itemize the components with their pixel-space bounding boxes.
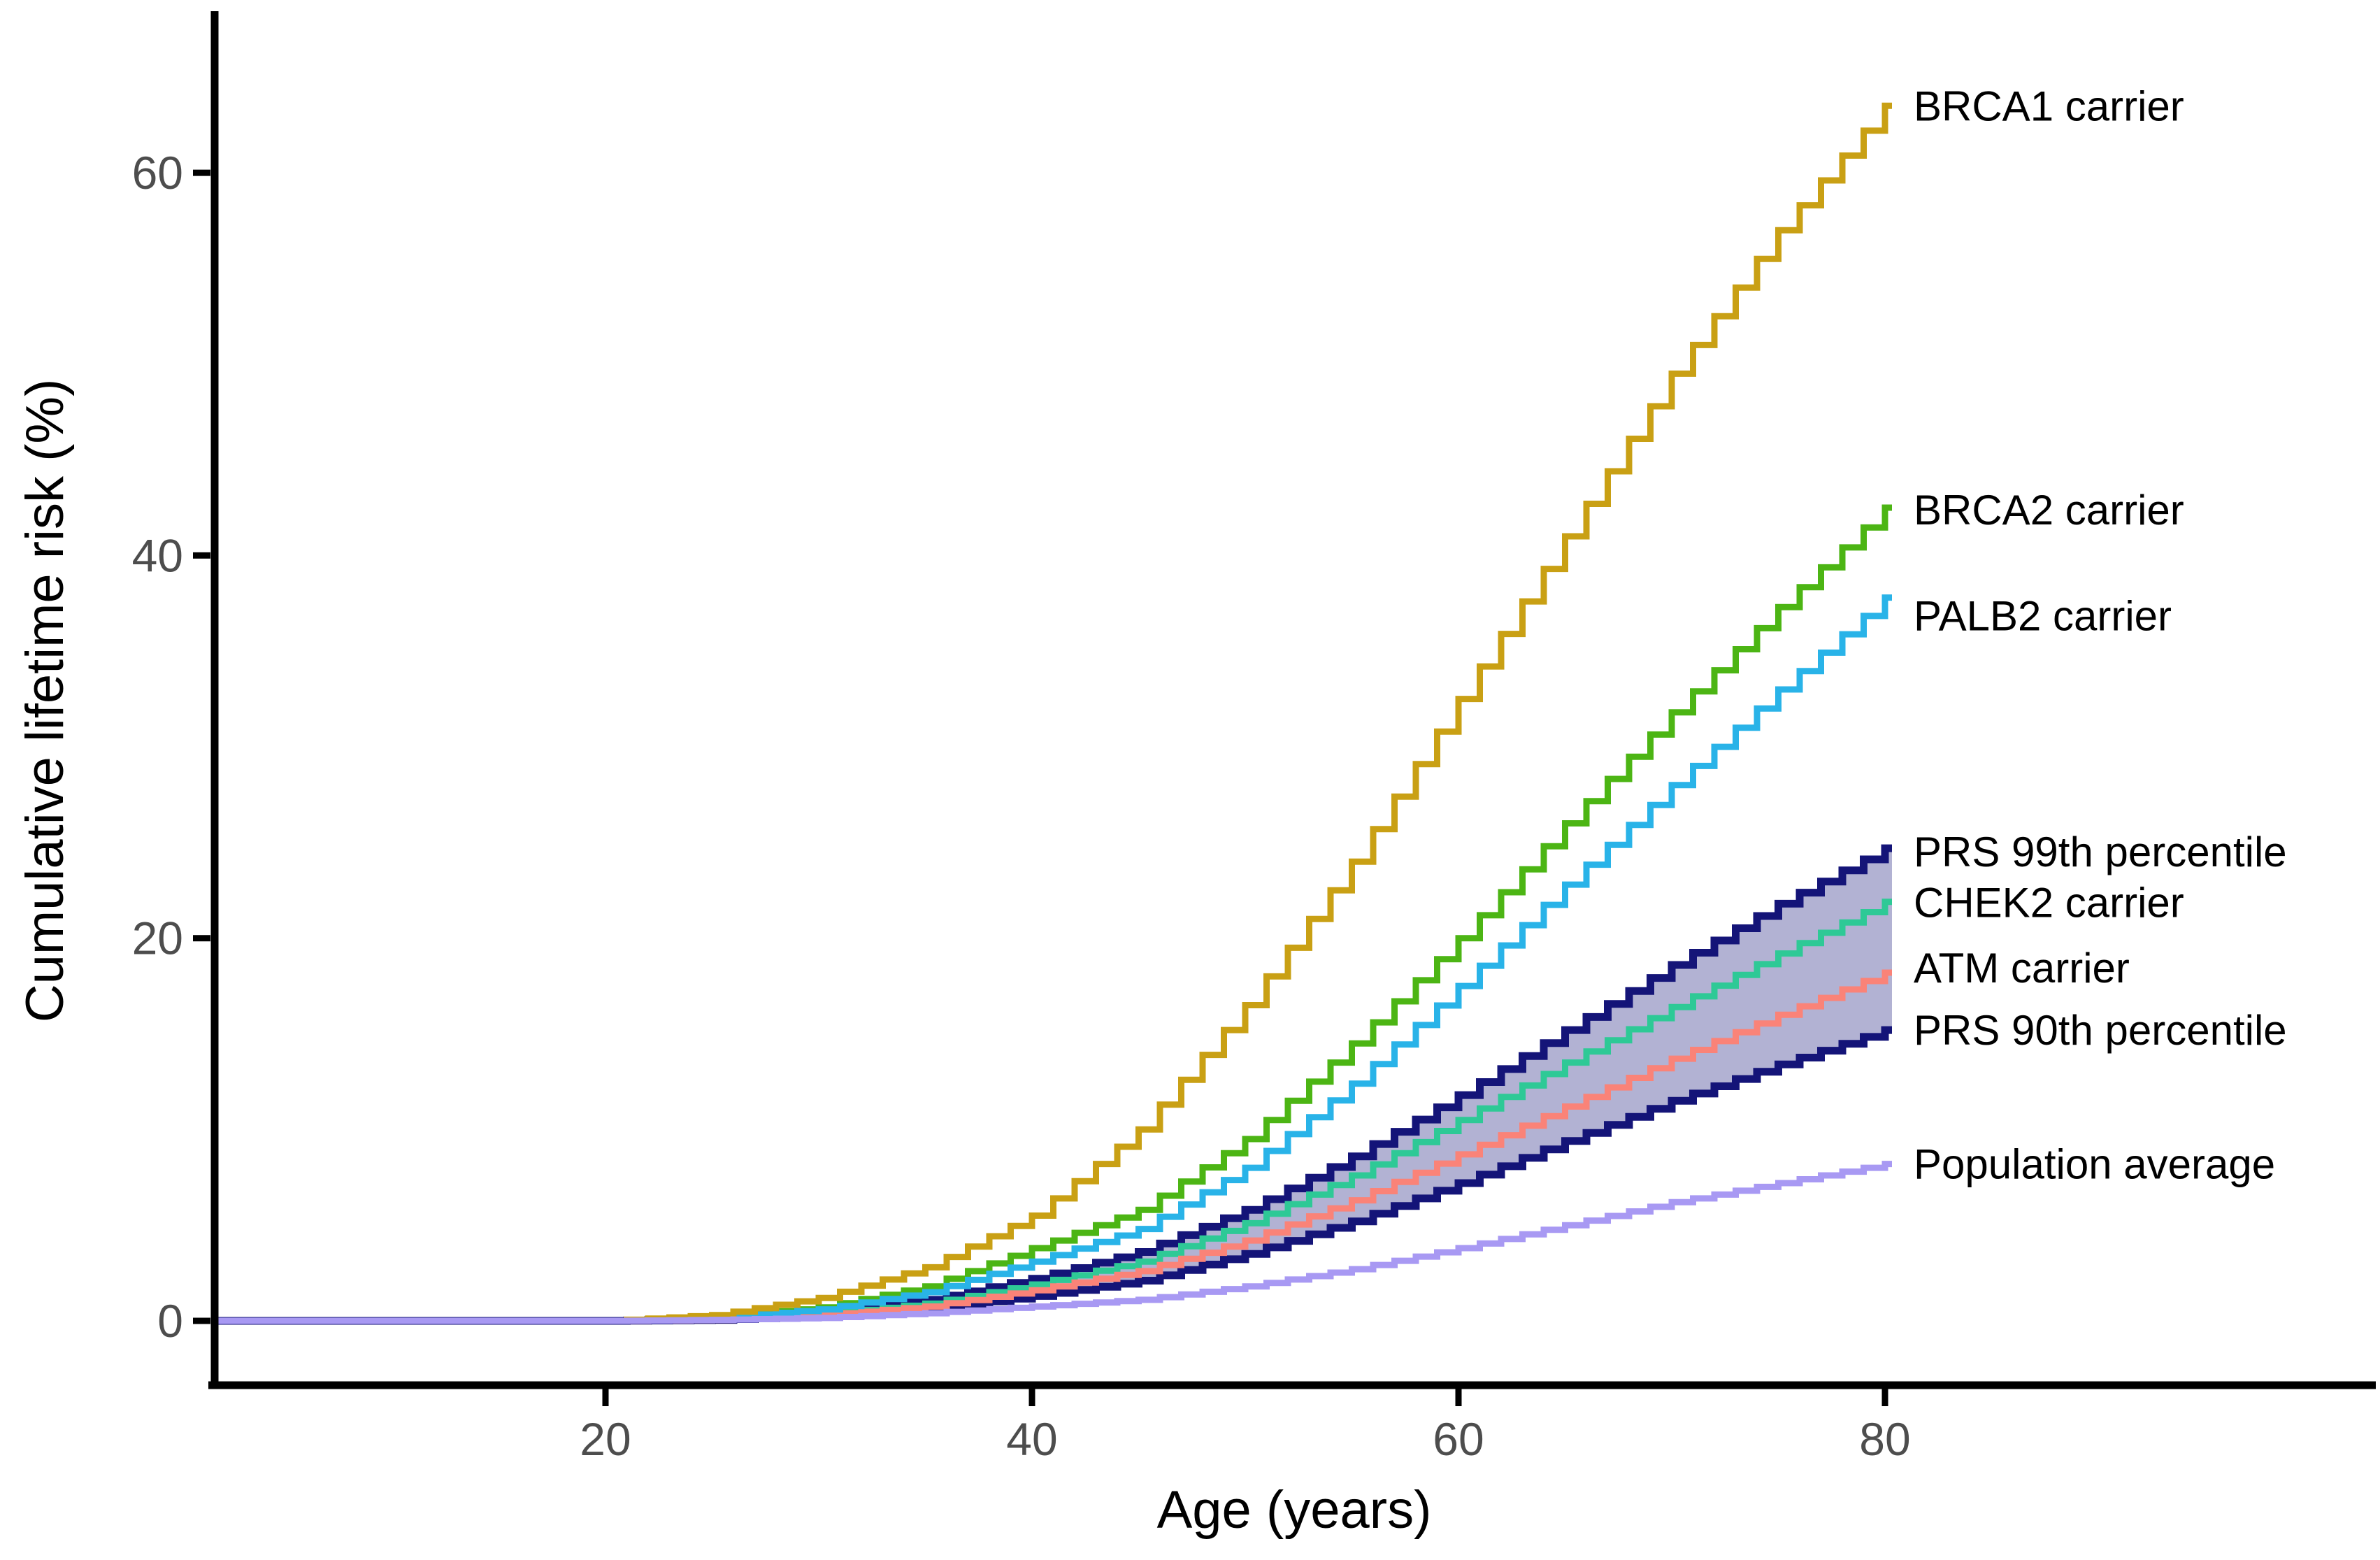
series-label-palb2-carrier: PALB2 carrier	[1914, 593, 2172, 640]
x-tick-label: 60	[1433, 1413, 1484, 1465]
series-line-population-average	[215, 1161, 1892, 1324]
y-tick-label: 40	[132, 529, 183, 581]
x-tick-label: 80	[1859, 1413, 1910, 1465]
series-label-chek2-carrier: CHEK2 carrier	[1914, 880, 2184, 926]
series-label-brca1-carrier: BRCA1 carrier	[1914, 83, 2184, 129]
tick-labels-layer: 20 40 60 80 0 20 40 60	[132, 147, 1911, 1465]
prs-percentile-band	[215, 848, 1892, 1321]
axes-layer	[208, 11, 2376, 1389]
series-line-brca1-carrier	[215, 102, 1892, 1324]
y-tick-label: 60	[132, 147, 183, 199]
y-axis-title: Cumulative lifetime risk (%)	[15, 379, 75, 1023]
prs-percentile-band-layer	[215, 848, 1892, 1321]
series-label-brca2-carrier: BRCA2 carrier	[1914, 487, 2184, 534]
series-label-population-average: Population average	[1914, 1141, 2275, 1188]
series-label-prs-99th-percentile: PRS 99th percentile	[1914, 829, 2287, 875]
x-tick-label: 40	[1006, 1413, 1057, 1465]
series-label-prs-90th-percentile: PRS 90th percentile	[1914, 1007, 2287, 1054]
series-label-atm-carrier: ATM carrier	[1914, 945, 2130, 992]
y-tick-label: 0	[157, 1295, 183, 1347]
x-tick-label: 20	[580, 1413, 631, 1465]
y-tick-label: 20	[132, 913, 183, 964]
x-axis-title: Age (years)	[1157, 1480, 1432, 1540]
series-curves-layer	[215, 102, 1892, 1325]
curve-labels-layer: BRCA1 carrier BRCA2 carrier PALB2 carrier P…	[1914, 83, 2287, 1187]
